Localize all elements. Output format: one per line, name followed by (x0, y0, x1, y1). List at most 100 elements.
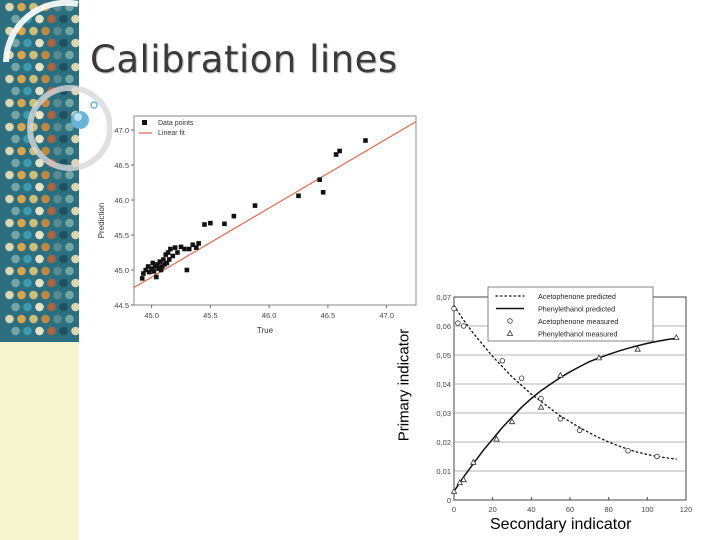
pattern-dot (65, 146, 74, 156)
pattern-dot (41, 170, 50, 180)
pattern-dot (35, 278, 44, 288)
pattern-dot (29, 26, 38, 36)
calibration-scatter-chart: 45.0 45.5 46.0 46.5 47.0 44.5 45.0 45.5 46.0 46.5… (92, 108, 424, 342)
pattern-dot (53, 194, 62, 204)
data-point (158, 267, 164, 273)
pattern-dot (53, 218, 62, 228)
data-point (178, 244, 184, 250)
pattern-dot (17, 242, 26, 252)
data-point (152, 264, 158, 269)
pattern-dot (59, 14, 68, 24)
pattern-dot (41, 242, 50, 252)
phenylethanol-measured-point (634, 345, 641, 352)
y-tick-label: 0,03 (436, 409, 451, 418)
acetophenone-measured-point (455, 320, 461, 326)
pattern-dot (35, 62, 44, 72)
pattern-dot (71, 62, 79, 72)
y-tick-label: 46.0 (114, 196, 129, 205)
pattern-dot (71, 302, 79, 312)
phenylethanol-measured-point (595, 354, 603, 361)
pattern-dot (17, 290, 26, 300)
y-tick-label: 0,02 (436, 438, 451, 447)
concentration-line-chart: 0 0,01 0,02 0,03 0,04 0,05 0,06 0,07 0 20 40 60 80 10… (420, 285, 712, 517)
y-tick-label: 0,07 (436, 293, 451, 302)
pattern-dot (53, 98, 62, 108)
data-point (190, 242, 196, 248)
pattern-dot (29, 314, 38, 324)
data-point (161, 257, 166, 262)
pattern-dot (59, 38, 68, 48)
pattern-dot (11, 62, 20, 72)
decorative-bubble (71, 101, 98, 129)
data-point (175, 250, 180, 255)
data-point (296, 193, 301, 199)
pattern-dot (5, 2, 14, 12)
x-tick-label: 40 (527, 505, 535, 514)
data-point (168, 246, 173, 252)
pattern-dot (5, 146, 14, 156)
data-point (193, 245, 199, 250)
legend-label-fit: Linear fit (158, 130, 185, 137)
pattern-dot (71, 278, 79, 288)
pattern-dot (47, 230, 56, 240)
pattern-dot (5, 170, 14, 180)
x-tick-label: 20 (488, 505, 496, 514)
x-tick-label: 45.5 (203, 311, 218, 320)
cream-panel (0, 342, 79, 540)
pattern-dot (41, 290, 50, 300)
pattern-dot (35, 158, 44, 168)
pattern-dot (17, 2, 26, 12)
concentration-line-svg: 0 0,01 0,02 0,03 0,04 0,05 0,06 0,07 0 20 40 60 80 10… (436, 286, 692, 514)
acetophenone-measured-point (654, 453, 660, 460)
pattern-dot (59, 230, 68, 240)
y-tick-label: 45.0 (114, 266, 129, 275)
pattern-dot (17, 146, 26, 156)
calibration-scatter-svg: 45.0 45.5 46.0 46.5 47.0 44.5 45.0 45.5 46.0 46.5… (97, 115, 417, 335)
data-point (154, 274, 159, 280)
pattern-dot (41, 266, 50, 276)
pattern-dot (17, 50, 26, 60)
pattern-dot (17, 74, 26, 84)
x-tick-label: 80 (604, 505, 612, 514)
pattern-dot (53, 266, 62, 276)
slide-title: Calibration lines (90, 38, 398, 81)
acetophenone-measured-point (518, 375, 525, 381)
data-point (150, 260, 156, 266)
pattern-dot (53, 146, 62, 156)
pattern-dot (11, 302, 20, 312)
acetophenone-measured-point (538, 395, 544, 402)
data-point (145, 264, 151, 269)
x-tick-label: 0 (452, 505, 456, 514)
data-point (157, 259, 163, 264)
y-tick-label: 0,04 (436, 380, 451, 389)
pattern-dot (23, 38, 32, 48)
x-tick-label: 60 (566, 505, 574, 514)
data-point (146, 269, 152, 275)
acetophenone-measured-point (576, 427, 583, 434)
pattern-dot (47, 254, 56, 264)
pattern-dot (23, 326, 32, 336)
pattern-dot (53, 122, 62, 132)
decorative-ring (27, 85, 112, 171)
data-point (320, 190, 326, 195)
pattern-dot (65, 290, 74, 300)
pattern-dot (35, 14, 44, 24)
pattern-dot (11, 134, 20, 144)
data-point (165, 250, 171, 255)
data-point (156, 266, 161, 271)
pattern-dot (65, 50, 74, 60)
pattern-dot (71, 38, 79, 48)
x-tick-label: 45.0 (144, 311, 159, 320)
pattern-dot (35, 38, 44, 48)
phenylethanol-measured-point (456, 478, 464, 485)
pattern-dot (17, 194, 26, 204)
pattern-dot (11, 206, 20, 216)
data-point (172, 245, 178, 250)
secondary-indicator-label: Secondary indicator (490, 516, 632, 533)
pattern-dot (41, 122, 50, 132)
pattern-dot (47, 278, 56, 288)
legend-label: Phenylethanol predicted (538, 305, 615, 314)
pattern-dot (5, 314, 14, 324)
x-axis-label: True (257, 326, 274, 335)
data-point (222, 221, 227, 227)
